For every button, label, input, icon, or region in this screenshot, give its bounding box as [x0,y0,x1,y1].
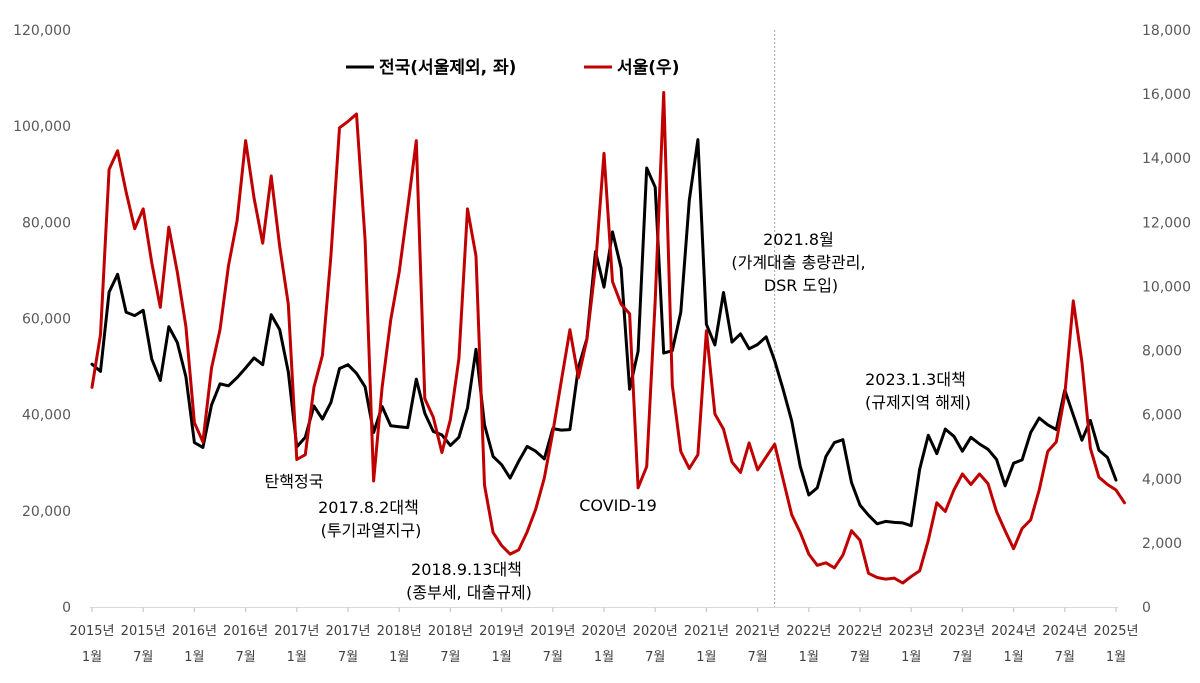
x-tick-year: 2019년 [530,624,575,639]
annotation-2017-measure: 2017.8.2대책 (투기과열지구) [318,498,424,540]
legend-label-seoul: 서울(우) [617,58,679,78]
left-tick-label: 60,000 [22,312,71,328]
annotation-2021-aug-line-3: DSR 도입) [764,276,838,295]
x-tick-month: 1월 [184,650,204,665]
annotation-2023-measure: 2023.1.3대책 (규제지역 해제) [865,370,971,412]
annotation-covid: COVID-19 [579,496,657,515]
annotation-2021-aug: 2021.8월 (가계대출 총량관리, DSR 도입) [731,230,870,295]
x-tick-month: 7월 [850,650,870,665]
x-tick-month: 7월 [543,650,563,665]
x-tick-month: 1월 [799,650,819,665]
x-tick-month: 1월 [491,650,511,665]
left-tick-label: 40,000 [22,408,71,424]
x-tick-month: 7월 [133,650,153,665]
x-tick-year: 2023년 [940,624,985,639]
annotation-2023-measure-line-1: 2023.1.3대책 [865,370,966,389]
x-tick-year: 2018년 [377,624,422,639]
x-tick-month: 1월 [287,650,307,665]
legend: 전국(서울제외, 좌) 서울(우) [346,58,679,78]
right-y-axis-ticks: 0 2,000 4,000 6,000 8,000 10,000 12,000 14,000 1… [1142,23,1191,616]
right-tick-label: 8,000 [1142,344,1182,360]
x-tick-year: 2015년 [121,624,166,639]
x-tick-month: 7월 [952,650,972,665]
x-tick-month: 1월 [1003,650,1023,665]
annotation-impeachment-line-1: 탄핵정국 [265,472,324,491]
right-tick-label: 16,000 [1142,87,1191,103]
x-tick-year: 2022년 [786,624,831,639]
right-tick-label: 12,000 [1142,215,1191,231]
x-tick-year: 2025년 [1093,624,1138,639]
left-tick-label: 120,000 [13,23,71,39]
annotation-2021-aug-line-1: 2021.8월 [763,230,834,249]
right-tick-label: 18,000 [1142,23,1191,39]
right-tick-label: 0 [1142,600,1151,616]
legend-label-nation: 전국(서울제외, 좌) [379,58,516,78]
x-tick-month: 1월 [901,650,921,665]
series-layer [90,91,1126,585]
series-line-seoul [90,91,1126,585]
right-tick-label: 6,000 [1142,408,1182,424]
x-tick-year: 2021년 [684,624,729,639]
x-tick-month: 1월 [696,650,716,665]
x-tick-month: 7월 [747,650,767,665]
x-tick-year: 2017년 [274,624,319,639]
x-tick-year: 2021년 [735,624,780,639]
x-tick-month: 7월 [338,650,358,665]
x-tick-year: 2015년 [69,624,114,639]
annotation-2018-measure-line-2: (종부세, 대출규제) [406,583,532,602]
x-tick-year: 2019년 [479,624,524,639]
left-tick-label: 100,000 [13,119,71,135]
right-tick-label: 4,000 [1142,472,1182,488]
left-tick-label: 80,000 [22,215,71,231]
x-tick-year: 2020년 [633,624,678,639]
x-tick-year: 2022년 [837,624,882,639]
x-tick-month: 1월 [594,650,614,665]
x-axis-ticks: 2015년 1월 2015년 7월 2016년 1월 2016년 7월 2017년 1월 2017년… [69,607,1139,665]
x-tick-month: 1월 [1106,650,1126,665]
annotations: 탄핵정국 2017.8.2대책 (투기과열지구) 2018.9.13대책 (종부… [265,230,971,602]
series-line-nation [90,138,1118,528]
x-tick-year: 2024년 [991,624,1036,639]
x-tick-month: 7월 [1055,650,1075,665]
x-tick-year: 2023년 [889,624,934,639]
x-tick-month: 7월 [235,650,255,665]
x-tick-year: 2016년 [223,624,268,639]
annotation-2023-measure-line-2: (규제지역 해제) [865,393,971,412]
x-tick-year: 2016년 [172,624,217,639]
left-y-axis-ticks: 0 20,000 40,000 60,000 80,000 100,000 120,000 [13,23,71,616]
annotation-2018-measure-line-1: 2018.9.13대책 [411,560,522,579]
annotation-covid-line-1: COVID-19 [579,496,657,515]
right-tick-label: 2,000 [1142,536,1182,552]
annotation-impeachment: 탄핵정국 [265,472,324,491]
x-tick-year: 2020년 [581,624,626,639]
left-tick-label: 20,000 [22,504,71,520]
x-tick-month: 1월 [389,650,409,665]
x-tick-month: 1월 [82,650,102,665]
annotation-2017-measure-line-1: 2017.8.2대책 [318,498,419,517]
x-tick-month: 7월 [440,650,460,665]
annotation-2018-measure: 2018.9.13대책 (종부세, 대출규제) [406,560,532,602]
right-tick-label: 14,000 [1142,151,1191,167]
annotation-2017-measure-line-2: (투기과열지구) [321,521,422,540]
left-tick-label: 0 [62,600,71,616]
annotation-2021-aug-line-2: (가계대출 총량관리, [731,253,865,272]
x-tick-year: 2017년 [325,624,370,639]
x-tick-year: 2018년 [428,624,473,639]
x-tick-year: 2024년 [1042,624,1087,639]
x-tick-month: 7월 [645,650,665,665]
right-tick-label: 10,000 [1142,279,1191,295]
